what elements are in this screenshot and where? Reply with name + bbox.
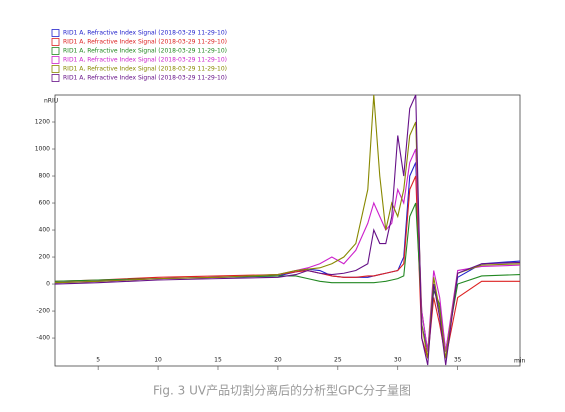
- x-tick-label: 10: [154, 357, 162, 364]
- legend-swatch: [51, 47, 60, 55]
- series-line: [54, 175, 520, 359]
- x-axis-label: min: [514, 358, 526, 365]
- x-tick-label: 5: [96, 357, 100, 364]
- y-tick-label: 400: [39, 227, 51, 234]
- caption: Fig. 3 UV产品切割分离后的分析型GPC分子量图: [153, 383, 411, 398]
- x-tick-label: 25: [334, 357, 342, 364]
- legend-swatch: [51, 74, 60, 82]
- series-line: [54, 94, 521, 359]
- legend-label: RID1 A, Refractive Index Signal (2018-03…: [63, 48, 227, 55]
- legend-swatch: [51, 29, 60, 37]
- y-tick-label: 1000: [35, 146, 50, 153]
- y-axis-label: nRIU: [44, 98, 58, 105]
- legend-label: RID1 A, Refractive Index Signal (2018-03…: [63, 66, 227, 73]
- legend-label: RID1 A, Refractive Index Signal (2018-03…: [63, 57, 227, 64]
- legend-label: RID1 A, Refractive Index Signal (2018-03…: [63, 75, 227, 82]
- y-tick-label: 1200: [35, 119, 50, 126]
- y-tick-label: -400: [36, 335, 50, 342]
- plot-frame: [54, 94, 521, 367]
- x-tick-label: 15: [214, 357, 222, 364]
- y-tick-label: -200: [36, 308, 50, 315]
- y-tick-label: 200: [39, 254, 51, 261]
- x-tick-label: 20: [274, 357, 282, 364]
- legend-swatch: [51, 56, 60, 64]
- series-line: [54, 148, 521, 352]
- y-tick-label: 600: [39, 200, 51, 207]
- x-tick-label: 30: [394, 357, 402, 364]
- y-tick-label: 800: [39, 173, 51, 180]
- legend-swatch: [51, 38, 60, 46]
- legend-swatch: [51, 65, 60, 73]
- y-tick-label: 0: [46, 281, 50, 288]
- legend-label: RID1 A, Refractive Index Signal (2018-03…: [63, 30, 227, 37]
- x-tick-label: 35: [454, 357, 462, 364]
- series-line: [54, 94, 521, 366]
- legend-label: RID1 A, Refractive Index Signal (2018-03…: [63, 39, 227, 46]
